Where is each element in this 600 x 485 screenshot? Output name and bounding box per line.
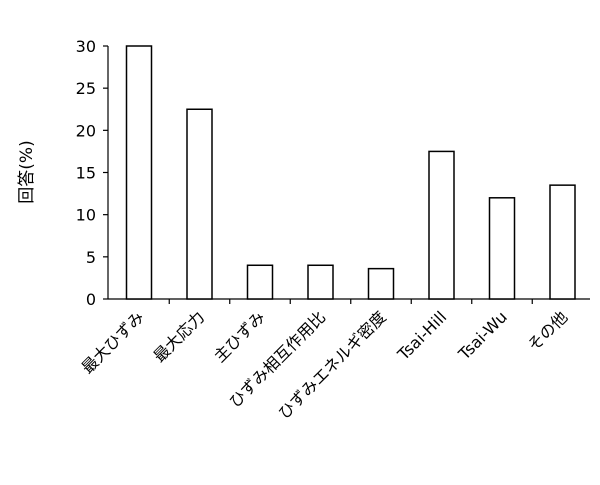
y-axis-label: 回答(%) xyxy=(17,140,37,203)
bar xyxy=(125,45,153,300)
x-tick-label: Tsai-Hill xyxy=(393,307,450,364)
bar xyxy=(549,184,576,300)
x-tick-label: その他 xyxy=(524,307,571,354)
x-tick-label: 主ひずみ xyxy=(210,307,269,366)
y-tick-label: 30 xyxy=(76,37,96,56)
bar xyxy=(488,197,516,300)
bar xyxy=(246,264,274,300)
bar xyxy=(307,264,334,300)
x-tick-label: 最大応力 xyxy=(150,307,209,366)
x-tick-label: ひずみエネルギ密度 xyxy=(275,307,390,422)
y-tick-label: 10 xyxy=(76,206,96,225)
y-tick-label: 20 xyxy=(76,121,96,140)
bar xyxy=(367,267,395,300)
bar xyxy=(186,108,213,300)
x-tick-label: 最大ひずみ xyxy=(78,307,148,377)
y-tick-label: 5 xyxy=(86,248,96,267)
y-tick-label: 15 xyxy=(76,164,96,183)
bar xyxy=(428,150,455,300)
x-tick-label: Tsai-Wu xyxy=(454,307,511,364)
y-tick-label: 0 xyxy=(86,290,96,309)
y-tick-label: 25 xyxy=(76,79,96,98)
